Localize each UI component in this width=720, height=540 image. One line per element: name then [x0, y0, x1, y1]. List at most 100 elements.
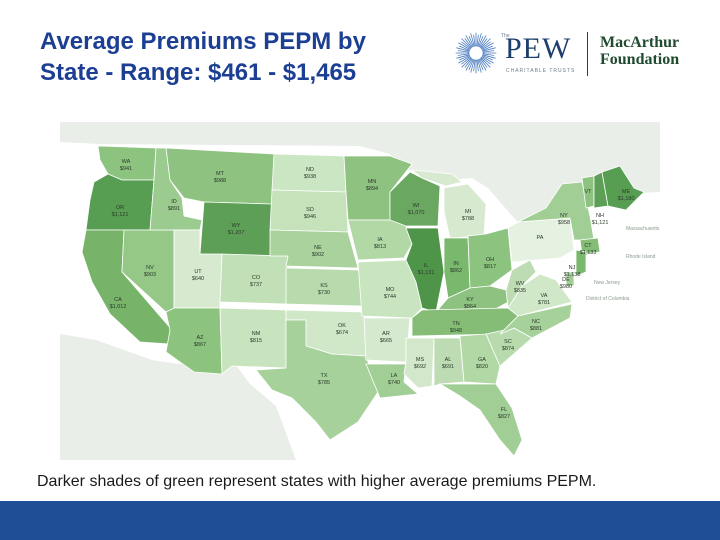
sunburst-ray	[482, 54, 496, 59]
state-premium-label: $730	[318, 290, 330, 296]
state-or	[85, 173, 155, 231]
sunburst-ray	[473, 34, 476, 47]
state-premium-label: $781	[538, 300, 550, 306]
state-abbr-label: NY	[560, 213, 568, 219]
state-nd	[271, 153, 347, 193]
state-abbr-label: CT	[584, 243, 592, 249]
state-premium-label: $958	[558, 220, 570, 226]
state-me	[601, 165, 645, 211]
sunburst-ray	[482, 55, 494, 61]
state-abbr-label: WY	[232, 223, 241, 229]
state-il	[405, 227, 445, 313]
state-premium-label: $980	[560, 284, 572, 290]
state-abbr-label: IN	[453, 261, 459, 267]
canada-land	[60, 122, 660, 234]
state-premium-label: $1,207	[228, 230, 245, 236]
sunburst-ray	[457, 53, 470, 56]
state-premium-label: $881	[530, 326, 542, 332]
map-place-label: Massachusetts	[626, 226, 660, 232]
pew-tagline: CHARITABLE TRUSTS	[506, 68, 576, 74]
state-premium-label: $691	[442, 364, 454, 370]
pew-sunburst-icon	[455, 32, 497, 74]
state-fl	[438, 383, 523, 457]
sunburst-ray	[470, 59, 475, 73]
sunburst-ray	[482, 45, 494, 51]
sunburst-ray	[456, 47, 470, 52]
sunburst-ray	[478, 59, 484, 71]
state-premium-label: $817	[484, 264, 496, 270]
state-premium-label: $1,012	[110, 304, 127, 310]
state-abbr-label: WI	[413, 203, 420, 209]
state-ct	[579, 237, 601, 255]
state-abbr-label: CO	[252, 275, 261, 281]
state-abbr-label: GA	[478, 357, 486, 363]
sunburst-ray	[458, 56, 471, 64]
state-premium-label: $813	[374, 244, 386, 250]
state-premium-label: $815	[250, 338, 262, 344]
state-premium-label: $894	[366, 186, 378, 192]
state-al	[433, 337, 465, 387]
state-premium-label: $1,138	[564, 272, 581, 278]
sunburst-ray	[479, 58, 488, 68]
state-premium-label: $740	[388, 380, 400, 386]
state-premium-label: $891	[168, 206, 180, 212]
state-ga	[459, 333, 501, 385]
state-abbr-label: MT	[216, 171, 225, 177]
state-nj	[575, 249, 587, 277]
state-premium-label: $820	[476, 364, 488, 370]
state-abbr-label: IA	[377, 237, 383, 243]
sunburst-ray	[461, 38, 472, 49]
state-premium-label: $692	[414, 364, 426, 370]
sunburst-ray	[468, 35, 474, 47]
state-wy	[199, 201, 273, 257]
state-premium-label: $1,070	[408, 210, 425, 216]
sunburst-ray	[482, 53, 495, 56]
state-premium-label: $744	[384, 294, 396, 300]
state-wv	[505, 259, 537, 310]
state-premium-label: $835	[514, 288, 526, 294]
sunburst-ray	[480, 57, 491, 68]
state-abbr-label: CA	[114, 297, 122, 303]
state-premium-label: $1,121	[592, 220, 609, 226]
sunburst-ray	[458, 45, 470, 51]
state-ne	[269, 229, 359, 269]
state-abbr-label: KY	[466, 297, 474, 303]
sunburst-ray	[479, 58, 487, 71]
state-abbr-label: NJ	[569, 265, 576, 271]
state-abbr-label: SD	[306, 207, 314, 213]
sunburst-ray	[481, 41, 491, 50]
title-line-2: State - Range: $461 - $1,465	[40, 59, 357, 86]
state-premium-label: $737	[250, 282, 262, 288]
map-caption: Darker shades of green represent states …	[37, 473, 597, 490]
state-ny	[517, 181, 595, 241]
sunburst-ray	[456, 54, 470, 59]
macarthur-logo: MacArthur Foundation	[600, 34, 679, 68]
state-abbr-label: MN	[368, 179, 377, 185]
sunburst-ray	[458, 55, 470, 61]
state-wi	[389, 171, 441, 227]
state-premium-label: $902	[312, 252, 324, 258]
state-abbr-label: AL	[445, 357, 452, 363]
state-abbr-label: MS	[416, 357, 425, 363]
pew-wordmark: PEW	[505, 32, 572, 65]
logo-divider	[587, 32, 588, 76]
state-premium-label: $1,133	[580, 250, 597, 256]
state-abbr-label: KS	[320, 283, 328, 289]
state-premium-label: $941	[120, 166, 132, 172]
choropleth-map: WA$941OR$1,121CA$1,012NV$903ID$891MT$988…	[60, 122, 660, 460]
sunburst-ray	[461, 41, 471, 50]
map-place-label: Rhode Island	[626, 254, 656, 260]
sunburst-ray	[458, 42, 471, 50]
state-nm	[219, 307, 287, 375]
state-premium-label: $665	[380, 338, 392, 344]
sunburst-ray	[465, 58, 473, 71]
state-premium-label: $640	[192, 276, 204, 282]
sunburst-ray	[476, 34, 479, 47]
pew-the-label: The	[501, 33, 510, 39]
sunburst-ray	[479, 38, 488, 48]
state-premium-label: $864	[464, 304, 476, 310]
state-premium-label: $867	[194, 342, 206, 348]
map-place-label: New Jersey	[594, 280, 621, 286]
sunburst-ray	[478, 35, 484, 47]
sponsor-logos: The PEW CHARITABLE TRUSTS MacArthur Foun…	[455, 30, 700, 80]
